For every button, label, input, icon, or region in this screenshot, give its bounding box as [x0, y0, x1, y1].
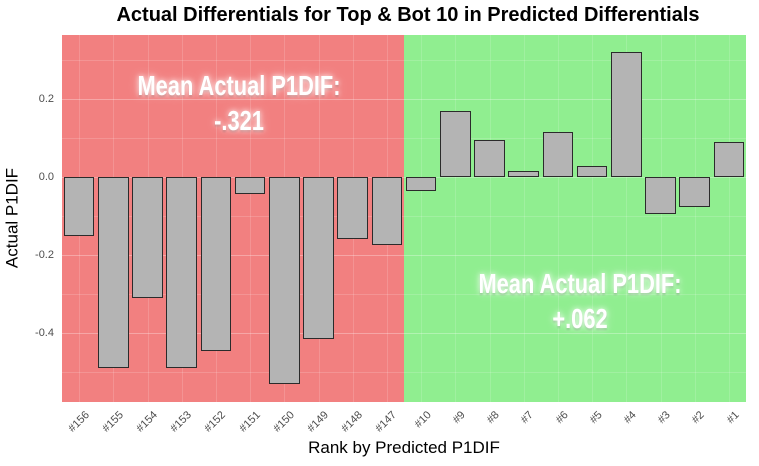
bar-6 [542, 131, 574, 177]
bar-7 [508, 171, 540, 177]
y-tick--0.4: -0.4 [35, 327, 54, 340]
gridline-horizontal [62, 137, 746, 139]
x-tick-154: #154 [134, 409, 160, 435]
gridline-horizontal [62, 215, 746, 217]
gridline-vertical [557, 35, 559, 402]
gridline-vertical [421, 35, 423, 402]
gridline-vertical [728, 35, 730, 402]
bar-150 [268, 176, 300, 385]
mean-annotation-bottom10: Mean Actual P1DIF: -.321 [114, 68, 364, 138]
bar-2 [679, 176, 711, 208]
top10-region [404, 35, 746, 402]
mean-annotation-bottom10-line1: Mean Actual P1DIF: [137, 70, 341, 101]
x-tick-4: #4 [621, 409, 639, 427]
bar-154 [132, 176, 163, 299]
chart-title: Actual Differentials for Top & Bot 10 in… [116, 4, 700, 26]
x-tick-6: #6 [553, 409, 571, 427]
bar-5 [576, 166, 608, 177]
x-tick-7: #7 [519, 409, 537, 427]
bar-4 [610, 51, 642, 177]
y-tick-0.2: 0.2 [38, 92, 54, 105]
bar-153 [166, 176, 198, 369]
gridline-vertical [523, 35, 525, 402]
x-tick-9: #9 [450, 409, 468, 427]
x-tick-156: #156 [65, 409, 92, 435]
x-tick-148: #148 [339, 409, 366, 435]
plot-area: Mean Actual P1DIF: -.321 Mean Actual P1D… [62, 35, 746, 402]
x-tick-153: #153 [168, 409, 195, 435]
bar-149 [303, 176, 334, 340]
gridline-horizontal [62, 59, 746, 61]
gridline-vertical [694, 35, 696, 402]
gridline-vertical [489, 35, 491, 402]
x-tick-150: #150 [270, 409, 297, 435]
bar-3 [645, 176, 676, 214]
x-tick-149: #149 [305, 409, 331, 435]
bar-151 [234, 176, 266, 195]
gridline-horizontal [62, 294, 746, 296]
x-tick-152: #152 [202, 409, 229, 435]
bar-148 [337, 176, 369, 240]
bar-10 [405, 176, 437, 191]
gridline-vertical [455, 35, 457, 402]
x-tick-2: #2 [690, 409, 708, 427]
bar-152 [200, 176, 232, 351]
x-tick-3: #3 [655, 409, 673, 427]
x-tick-8: #8 [484, 409, 502, 427]
x-tick-151: #151 [236, 409, 263, 435]
y-axis-title: Actual P1DIF [2, 167, 22, 269]
mean-annotation-bottom10-value: -.321 [214, 105, 264, 136]
bar-147 [371, 176, 403, 246]
mean-annotation-top10-value: +.062 [552, 303, 608, 334]
y-tick-0.0: 0.0 [38, 170, 54, 183]
x-tick-10: #10 [412, 409, 434, 431]
gridline-horizontal [62, 333, 746, 335]
x-tick-1: #1 [724, 409, 742, 427]
bar-1 [713, 142, 745, 177]
gridline-horizontal [62, 98, 746, 100]
gridline-horizontal [62, 372, 746, 374]
x-tick-147: #147 [373, 409, 400, 435]
x-tick-5: #5 [587, 409, 605, 427]
bar-156 [63, 176, 95, 236]
gridline-horizontal [62, 255, 746, 257]
x-tick-155: #155 [99, 409, 126, 435]
gridline-vertical [250, 35, 252, 402]
x-axis-tick-labels: #156 #155 #154 #153 #152 #151 #150 #149 #148 #147… [62, 403, 746, 443]
y-tick--0.2: -0.2 [35, 249, 54, 262]
gridline-vertical [592, 35, 594, 402]
bar-8 [474, 139, 505, 177]
gridline-horizontal [62, 176, 746, 178]
x-axis-title: Rank by Predicted P1DIF [308, 438, 500, 457]
mean-annotation-top10: Mean Actual P1DIF: +.062 [455, 266, 705, 336]
bar-155 [97, 176, 129, 369]
gridline-vertical [660, 35, 662, 402]
bar-9 [439, 111, 471, 177]
gridline-vertical [626, 35, 628, 402]
mean-annotation-top10-line1: Mean Actual P1DIF: [478, 268, 682, 299]
